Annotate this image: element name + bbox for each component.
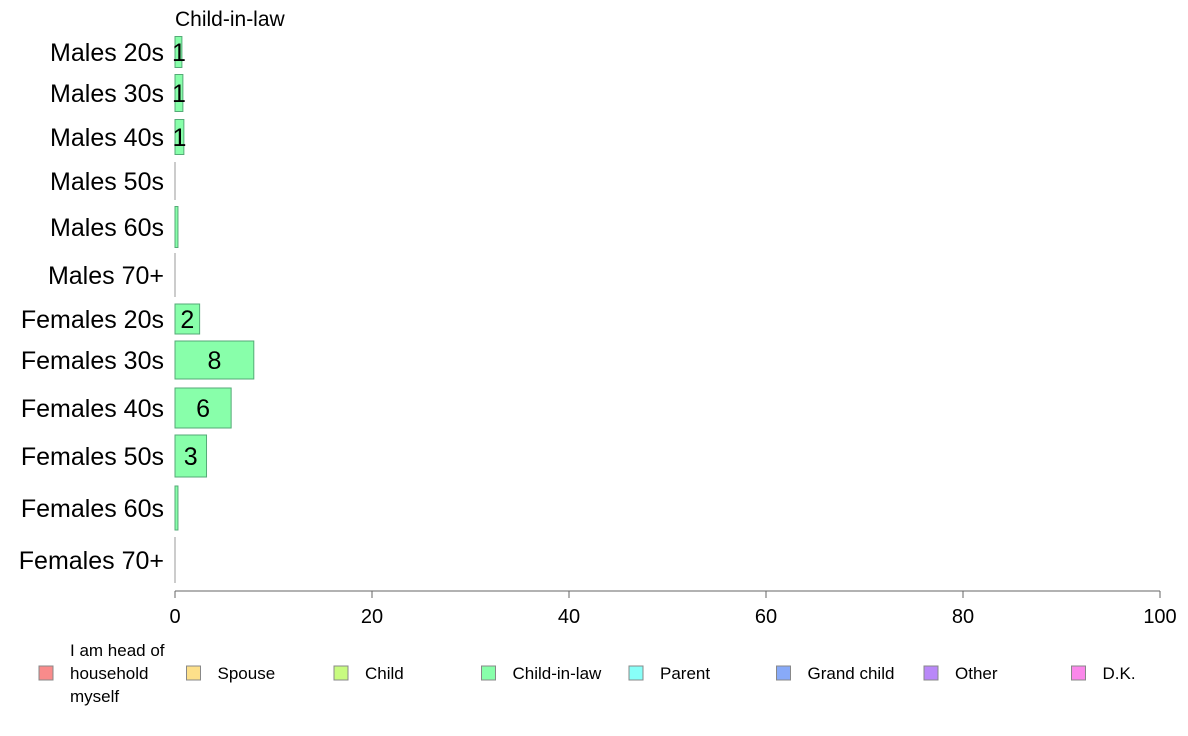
category-label-males-40s: Males 40s [50,124,164,152]
legend-label-child: Child [365,664,404,683]
legend: I am head of household myself Spouse Child Ch… [38,641,1136,706]
bar-females-30s [174,340,255,380]
chart-title: Child-in-law [175,8,286,31]
legend-swatch-spouse [186,665,201,681]
data-label-males-30s: 1 [172,80,186,108]
legend-label-i-am-head-of-household-myself: I am head of household myself [70,641,165,706]
data-label-females-40s: 6 [196,395,210,423]
legend-swatch-other [923,665,939,681]
legend-label-other: Other [955,664,998,683]
x-tick-label-40: 40 [558,606,580,628]
legend-swatch-i-am-head-of-household-myself [38,665,54,681]
bar-females-50s [174,434,208,478]
category-label-females-30s: Females 30s [21,347,164,375]
bars-layer: 1 1 1 28 6 3 [172,36,255,583]
category-label-females-40s: Females 40s [21,395,164,423]
category-label-males-60s: Males 60s [50,214,164,242]
category-label-females-50s: Females 50s [21,443,164,471]
legend-swatch-child-in-law [481,665,496,681]
data-label-males-40s: 1 [172,124,186,152]
x-tick-label-0: 0 [169,606,180,628]
legend-swatch-parent [628,665,644,681]
bar-males-40s [174,119,185,155]
bar-females-60s [174,485,179,531]
data-label-females-50s: 3 [184,443,198,471]
legend-label-spouse: Spouse [218,664,276,683]
bar-males-20s [174,36,183,68]
data-label-females-30s: 8 [207,347,221,375]
category-label-males-70: Males 70+ [48,262,164,290]
category-label-males-30s: Males 30s [50,80,164,108]
x-tick-label-20: 20 [361,606,383,628]
category-label-males-50s: Males 50s [50,168,164,196]
x-tick-label-100: 100 [1143,606,1176,628]
category-label-females-60s: Females 60s [21,495,164,523]
category-label-males-20s: Males 20s [50,39,164,67]
category-labels: Males 20s Males 30s Males 40s Males 50s Male… [19,39,164,575]
bar-males-60s [174,206,179,248]
legend-label-parent: Parent [660,664,710,683]
data-label-females-20s: 2 [180,306,194,334]
bar-females-20s [174,303,201,335]
bar-females-40s [174,387,232,429]
legend-label-child-in-law: Child-in-law [513,664,603,683]
legend-swatch-grand-child [776,665,791,681]
legend-swatch-d-k [1071,665,1086,681]
x-tick-label-80: 80 [952,606,974,628]
x-axis: 0 20 40 60 80 100 [169,590,1177,628]
bar-males-30s [174,74,184,112]
category-label-females-20s: Females 20s [21,306,164,334]
legend-swatch-child [333,665,349,681]
data-label-males-20s: 1 [172,39,186,67]
category-label-females-70: Females 70+ [19,547,164,575]
legend-label-grand-child: Grand child [808,664,895,683]
x-tick-label-60: 60 [755,606,777,628]
legend-label-d-k: D.K. [1103,664,1136,683]
